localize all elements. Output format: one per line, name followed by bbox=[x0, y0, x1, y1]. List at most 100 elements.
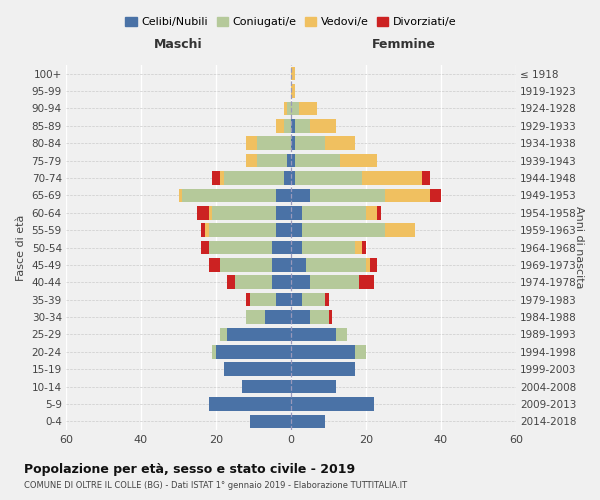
Bar bbox=[276, 224, 291, 237]
Bar bbox=[430, 188, 441, 202]
Bar bbox=[310, 276, 359, 289]
Bar bbox=[370, 258, 377, 272]
Bar bbox=[209, 397, 291, 410]
Bar bbox=[359, 276, 373, 289]
Legend: Celibi/Nubili, Coniugati/e, Vedovi/e, Divorziati/e: Celibi/Nubili, Coniugati/e, Vedovi/e, Di… bbox=[121, 12, 461, 32]
Bar bbox=[220, 171, 223, 185]
Bar bbox=[291, 310, 310, 324]
Y-axis label: Fasce di età: Fasce di età bbox=[16, 214, 26, 280]
Bar bbox=[291, 136, 295, 150]
Bar bbox=[291, 380, 336, 394]
Bar bbox=[242, 380, 291, 394]
Bar bbox=[201, 240, 209, 254]
Bar bbox=[235, 276, 272, 289]
Bar bbox=[212, 345, 216, 358]
Bar bbox=[212, 171, 220, 185]
Bar bbox=[276, 293, 291, 306]
Bar bbox=[272, 258, 291, 272]
Bar bbox=[276, 188, 291, 202]
Bar bbox=[295, 171, 362, 185]
Bar bbox=[284, 171, 291, 185]
Bar bbox=[246, 310, 265, 324]
Bar bbox=[291, 206, 302, 220]
Bar bbox=[272, 276, 291, 289]
Bar bbox=[209, 258, 220, 272]
Bar bbox=[302, 240, 355, 254]
Bar bbox=[302, 293, 325, 306]
Bar bbox=[227, 328, 291, 341]
Bar bbox=[284, 102, 287, 115]
Bar bbox=[257, 136, 291, 150]
Bar bbox=[291, 293, 302, 306]
Bar bbox=[362, 240, 366, 254]
Bar bbox=[291, 119, 295, 132]
Bar bbox=[209, 206, 212, 220]
Bar bbox=[291, 328, 336, 341]
Bar bbox=[272, 240, 291, 254]
Bar bbox=[291, 240, 302, 254]
Bar bbox=[291, 84, 295, 98]
Bar bbox=[223, 171, 284, 185]
Bar bbox=[250, 293, 276, 306]
Bar bbox=[220, 258, 272, 272]
Bar bbox=[299, 102, 317, 115]
Bar bbox=[302, 224, 385, 237]
Bar bbox=[291, 102, 299, 115]
Bar bbox=[265, 310, 291, 324]
Bar bbox=[355, 345, 366, 358]
Y-axis label: Anni di nascita: Anni di nascita bbox=[574, 206, 584, 289]
Bar bbox=[291, 345, 355, 358]
Bar bbox=[291, 414, 325, 428]
Bar bbox=[212, 206, 276, 220]
Bar bbox=[310, 188, 385, 202]
Bar bbox=[182, 188, 276, 202]
Bar bbox=[291, 258, 306, 272]
Bar bbox=[306, 258, 366, 272]
Bar bbox=[223, 362, 291, 376]
Text: Maschi: Maschi bbox=[154, 38, 203, 51]
Bar bbox=[355, 240, 362, 254]
Bar bbox=[291, 397, 373, 410]
Bar bbox=[246, 154, 257, 168]
Bar bbox=[325, 136, 355, 150]
Bar bbox=[227, 276, 235, 289]
Bar bbox=[287, 102, 291, 115]
Bar bbox=[246, 293, 250, 306]
Bar bbox=[201, 224, 205, 237]
Bar bbox=[284, 119, 291, 132]
Bar bbox=[385, 224, 415, 237]
Bar bbox=[179, 188, 182, 202]
Bar bbox=[295, 154, 340, 168]
Bar bbox=[291, 154, 295, 168]
Bar bbox=[310, 119, 336, 132]
Text: Popolazione per età, sesso e stato civile - 2019: Popolazione per età, sesso e stato civil… bbox=[24, 462, 355, 475]
Bar bbox=[302, 206, 366, 220]
Bar bbox=[336, 328, 347, 341]
Bar bbox=[250, 414, 291, 428]
Bar bbox=[291, 171, 295, 185]
Bar bbox=[209, 240, 272, 254]
Bar bbox=[340, 154, 377, 168]
Bar bbox=[291, 362, 355, 376]
Bar bbox=[216, 345, 291, 358]
Bar bbox=[422, 171, 430, 185]
Bar bbox=[295, 136, 325, 150]
Bar bbox=[291, 188, 310, 202]
Bar bbox=[329, 310, 332, 324]
Bar bbox=[209, 224, 276, 237]
Bar bbox=[362, 171, 422, 185]
Bar bbox=[197, 206, 209, 220]
Bar bbox=[257, 154, 287, 168]
Bar bbox=[287, 154, 291, 168]
Bar bbox=[366, 258, 370, 272]
Bar bbox=[310, 310, 329, 324]
Bar bbox=[246, 136, 257, 150]
Bar bbox=[377, 206, 381, 220]
Bar bbox=[291, 276, 310, 289]
Bar bbox=[366, 206, 377, 220]
Bar bbox=[291, 67, 295, 80]
Bar bbox=[276, 206, 291, 220]
Bar bbox=[220, 328, 227, 341]
Bar bbox=[295, 119, 310, 132]
Bar bbox=[205, 224, 209, 237]
